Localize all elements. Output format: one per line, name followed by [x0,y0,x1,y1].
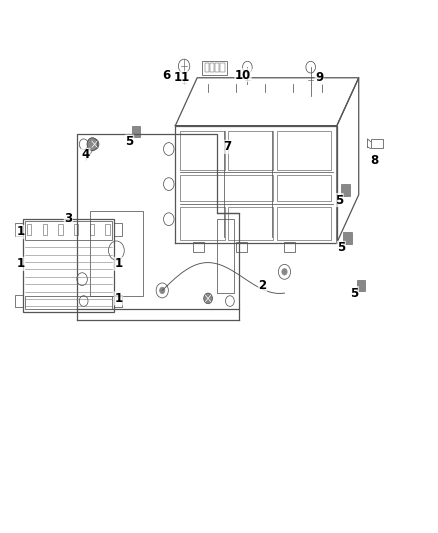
Bar [193,241,204,252]
Bar [14,223,22,236]
Circle shape [90,139,99,150]
Bar [42,224,47,235]
Text: 1: 1 [114,292,123,305]
Text: 3: 3 [64,212,72,225]
Bar [202,61,227,75]
Text: 5: 5 [350,287,358,300]
Bar [74,224,78,235]
Bar [220,63,225,72]
Text: 5: 5 [337,241,346,254]
Bar [341,184,350,196]
Circle shape [159,287,165,294]
Bar [180,175,273,201]
Text: 5: 5 [335,193,343,207]
Text: 2: 2 [258,279,267,292]
Bar [228,207,273,240]
Bar [25,296,112,309]
Bar [277,175,332,201]
Bar [277,207,332,240]
Bar [371,139,383,149]
Bar [210,63,214,72]
Bar [215,63,219,72]
Bar [180,131,225,169]
Bar [22,219,114,312]
Bar [285,241,295,252]
Bar [90,211,143,296]
Circle shape [282,269,287,275]
Bar [27,224,31,235]
Bar [277,131,332,169]
Text: 7: 7 [224,140,232,154]
Bar [132,126,141,138]
Bar [205,63,209,72]
Text: 6: 6 [162,69,171,82]
Bar [25,221,112,240]
Circle shape [204,293,212,304]
Bar [217,219,234,293]
Text: 10: 10 [235,69,251,82]
Bar [90,224,94,235]
Bar [14,295,22,308]
Text: 1: 1 [16,225,25,238]
Bar [237,241,247,252]
Text: 8: 8 [370,154,378,167]
Text: 1: 1 [16,257,25,270]
Bar [114,223,122,236]
Bar [228,131,273,169]
Text: 5: 5 [125,135,134,148]
Bar [58,224,63,235]
Circle shape [87,138,98,151]
Text: 11: 11 [174,71,190,84]
Text: 9: 9 [315,71,324,84]
Bar [106,224,110,235]
Text: 1: 1 [114,257,123,270]
Bar [114,295,122,308]
Text: 4: 4 [82,148,90,161]
Bar [357,280,365,292]
Bar [343,232,352,244]
Bar [180,207,225,240]
